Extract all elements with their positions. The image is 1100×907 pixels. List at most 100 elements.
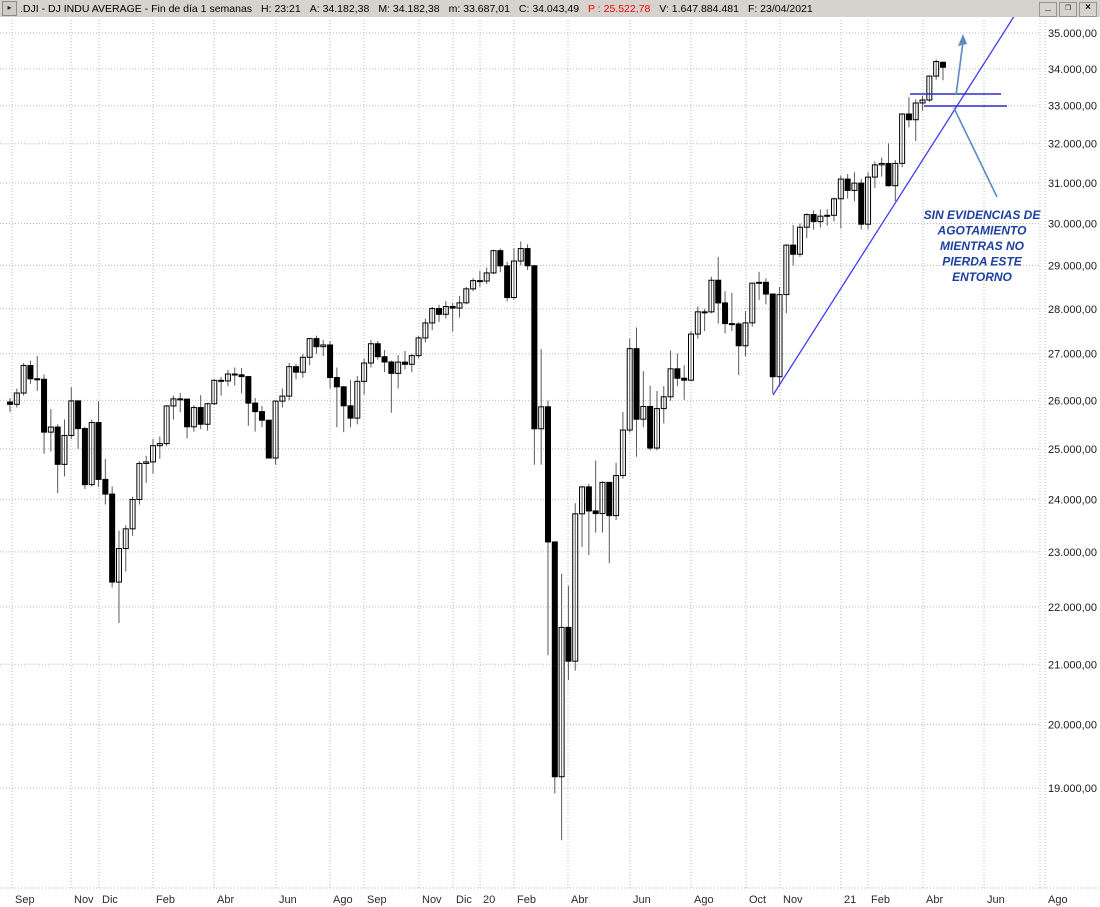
candle [436,304,443,323]
candle-body-down [347,405,354,419]
candle [722,291,729,334]
candle-body-up [122,528,129,550]
candle-body-up [926,75,933,101]
candle [619,411,626,479]
candle [265,419,272,459]
candle [633,327,640,457]
candle [320,340,327,357]
candle-body-down [7,401,13,405]
candle-body-up [13,392,20,405]
candle-body-up [190,407,197,428]
candle [361,358,368,395]
month-tick-label: Jun [987,894,1005,906]
candle-body-down [844,178,851,191]
candle-body-down [762,281,769,295]
candle-body-down [681,377,688,381]
candle [231,367,238,386]
candle [742,310,749,357]
candle-body-down [476,280,483,283]
candle [715,256,722,324]
candle [367,340,374,368]
price-tick-label: 28.000,00 [1048,304,1097,316]
candle-body-up [749,282,756,324]
restore-button[interactable]: ❐ [1059,2,1077,17]
candle [95,401,102,487]
candle-body-down [449,306,456,309]
candle-body-down [238,374,245,378]
candle [899,113,906,168]
candle [143,455,150,483]
chart-area[interactable]: 35.000,00 34.000,00 33.000,00 32.000,00 31.0… [0,6,1100,907]
time-axis[interactable]: Sep Nov Dic Feb Abr Jun Ago Sep Nov Dic 20 Feb Abr Ju… [15,894,1068,906]
candle [252,397,259,432]
candle [504,261,511,302]
trendline[interactable] [772,6,1021,396]
candle-body-down [715,279,722,304]
month-tick-label: Feb [871,894,890,906]
price-tick-label: 19.000,00 [1048,783,1097,795]
candle-body-down [374,343,381,358]
month-tick-label: Oct [749,894,766,906]
month-tick-label: 21 [844,894,856,906]
month-tick-label: Abr [571,894,588,906]
candle-body-up [660,396,667,410]
candle [892,160,899,202]
price-tick-label: 22.000,00 [1048,602,1097,614]
quote-field: A: 34.182,38 [309,2,370,15]
candle [354,376,361,425]
candle-body-down [34,378,41,381]
callout-line[interactable] [953,107,998,198]
candle-body-up [483,272,490,282]
month-tick-label: Ago [694,894,714,906]
candles-layer[interactable] [7,59,946,841]
price-tick-label: 24.000,00 [1048,494,1097,506]
window-title: .DJI - DJ INDU AVERAGE - Fin de día 1 se… [20,3,822,15]
window-titlebar[interactable]: ▸ .DJI - DJ INDU AVERAGE - Fin de día 1 … [0,0,1100,18]
minimize-button[interactable]: _ [1039,2,1057,17]
candle-body-up [61,435,68,465]
price-tick-label: 31.000,00 [1048,178,1097,190]
candle-body-up [47,426,54,433]
candle [613,462,620,521]
candle [544,400,551,656]
candle [129,496,136,536]
candle [626,338,633,433]
expand-toggle-icon[interactable]: ▸ [2,1,17,16]
month-tick-label: Ago [333,894,353,906]
candle-body-up [224,373,231,382]
candle [7,397,13,413]
month-tick-label: Dic [456,894,472,906]
price-tick-label: 30.000,00 [1048,219,1097,231]
candle-body-up [442,306,449,315]
candle-body-up [150,445,157,463]
candle [844,174,851,199]
candle [224,369,231,387]
candle [456,296,463,318]
candle [667,350,674,401]
candle [218,376,225,396]
candle [905,97,912,128]
candle [681,365,688,400]
candlestick-chart[interactable]: 35.000,00 34.000,00 33.000,00 32.000,00 31.0… [0,6,1100,907]
candle [517,241,524,266]
candle-body-down [939,61,946,68]
candle-body-up [613,475,620,517]
month-tick-label: Nov [422,894,442,906]
candle-body-up [517,248,524,262]
candle [279,388,286,408]
candle [27,360,34,384]
annotation-text[interactable]: SIN EVIDENCIAS DE AGOTAMIENTO MIENTRAS NO P… [924,208,1042,284]
candle [674,353,681,387]
price-axis[interactable]: 35.000,00 34.000,00 33.000,00 32.000,00 31.0… [1048,28,1097,795]
candle [572,503,579,671]
candle-body-down [95,422,102,480]
candle-body-down [388,361,395,374]
candle-body-up [306,338,313,358]
candle [688,331,694,382]
candle [429,306,436,331]
close-button[interactable]: × [1079,2,1097,17]
up-arrow[interactable] [955,34,967,96]
candle-body-up [667,368,674,398]
candle [606,481,613,564]
candle [54,424,61,494]
